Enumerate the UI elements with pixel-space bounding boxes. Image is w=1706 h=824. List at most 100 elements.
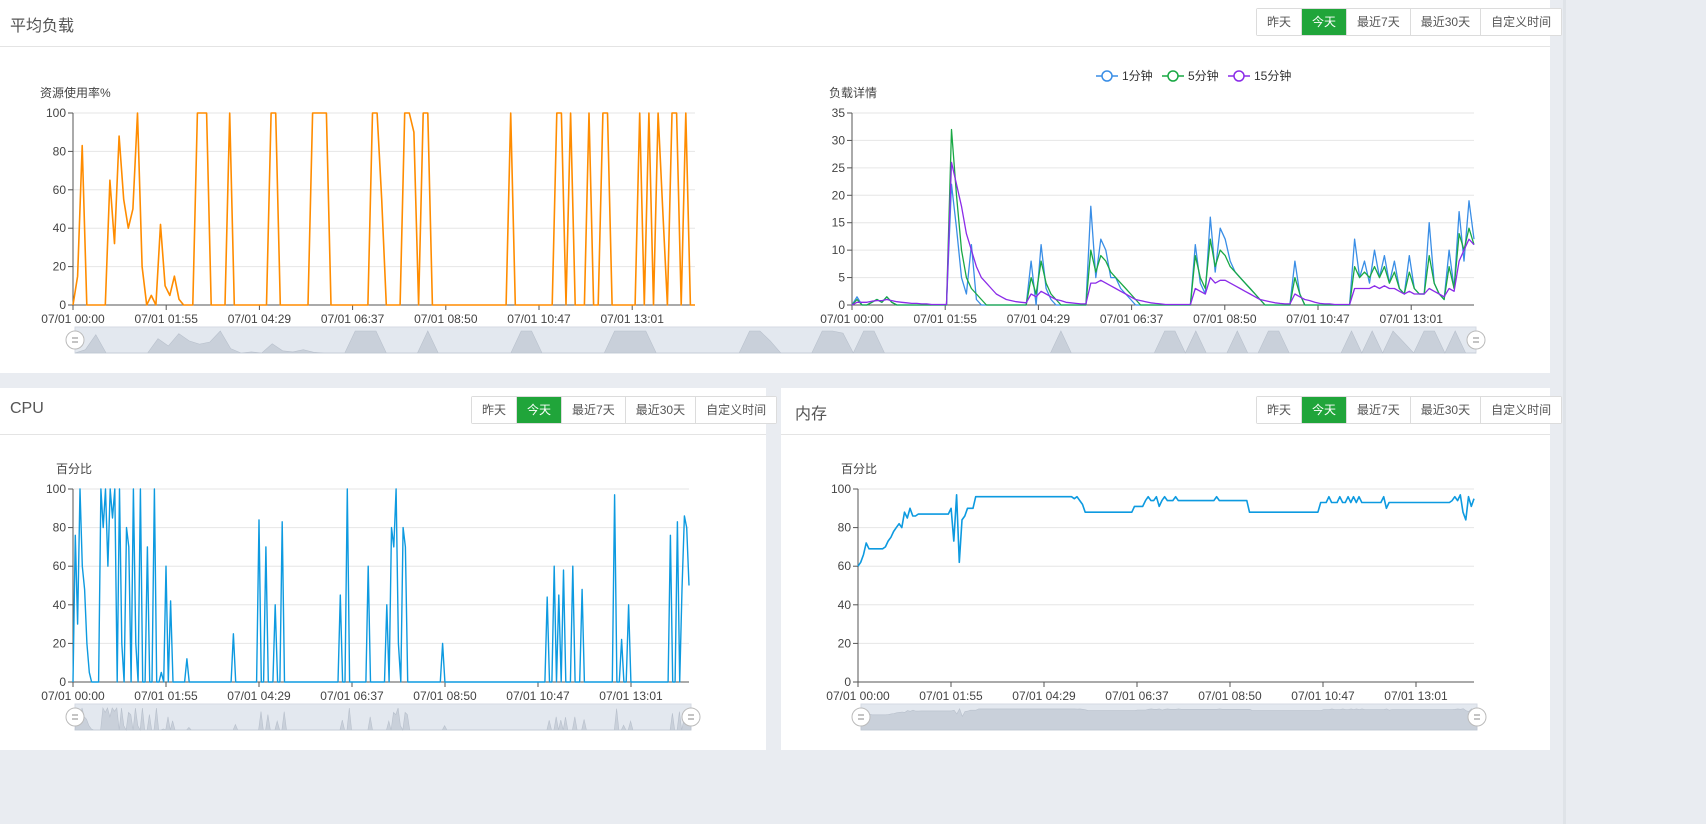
- y-tick-label: 80: [53, 144, 67, 158]
- y-tick-label: 100: [46, 482, 66, 496]
- y-tick-label: 40: [53, 221, 67, 235]
- page-scrollbar[interactable]: [1563, 0, 1566, 824]
- x-tick-label: 07/01 08:50: [1198, 689, 1262, 703]
- x-tick-label: 07/01 10:47: [506, 689, 570, 703]
- data-zoom-preview: [860, 707, 1478, 731]
- last-7-days-button[interactable]: 最近7天: [1347, 9, 1411, 35]
- x-tick-label: 07/01 13:01: [1384, 689, 1448, 703]
- today-button[interactable]: 今天: [1302, 9, 1348, 35]
- zoom-handle-right[interactable]: [1467, 707, 1487, 727]
- series-line-1: [851, 128, 1475, 306]
- yesterday-button[interactable]: 昨天: [1257, 9, 1303, 35]
- y-tick-label: 0: [59, 675, 66, 689]
- divider: [781, 434, 1550, 435]
- x-tick-label: 07/01 08:50: [413, 689, 477, 703]
- y-axis-label: 资源使用率%: [40, 85, 111, 100]
- x-tick-label: 07/01 00:00: [826, 689, 890, 703]
- x-tick-label: 07/01 00:00: [41, 312, 105, 326]
- series-line: [857, 494, 1475, 567]
- x-tick-label: 07/01 10:47: [1286, 312, 1350, 326]
- x-tick-label: 07/01 00:00: [41, 689, 105, 703]
- x-tick-label: 07/01 01:55: [134, 689, 198, 703]
- y-tick-label: 100: [46, 106, 66, 120]
- last-7-days-button[interactable]: 最近7天: [1347, 397, 1411, 423]
- y-tick-label: 20: [53, 636, 67, 650]
- panel-title: CPU: [10, 400, 44, 417]
- y-axis-label: 百分比: [56, 462, 92, 476]
- last-7-days-button[interactable]: 最近7天: [562, 397, 626, 423]
- x-tick-label: 07/01 04:29: [228, 312, 292, 326]
- x-tick-label: 07/01 06:37: [1105, 689, 1169, 703]
- series-line-0: [851, 183, 1475, 306]
- x-tick-label: 07/01 13:01: [600, 312, 664, 326]
- legend-label: 1分钟: [1122, 68, 1153, 83]
- custom-time-button[interactable]: 自定义时间: [1481, 397, 1562, 423]
- yesterday-button[interactable]: 昨天: [1257, 397, 1303, 423]
- today-button[interactable]: 今天: [517, 397, 563, 423]
- x-tick-label: 07/01 06:37: [321, 312, 385, 326]
- series-line-2: [851, 161, 1475, 306]
- y-tick-label: 35: [832, 106, 846, 120]
- x-tick-label: 07/01 01:55: [919, 689, 983, 703]
- y-tick-label: 30: [832, 133, 846, 147]
- divider: [0, 434, 766, 435]
- last-30-days-button[interactable]: 最近30天: [1410, 397, 1482, 423]
- custom-time-button[interactable]: 自定义时间: [696, 397, 777, 423]
- y-tick-label: 20: [838, 636, 852, 650]
- y-tick-label: 20: [832, 188, 846, 202]
- y-tick-label: 60: [838, 559, 852, 573]
- zoom-handle-left[interactable]: [851, 707, 871, 727]
- legend-label: 5分钟: [1188, 68, 1219, 83]
- data-zoom-preview: [74, 330, 1476, 354]
- y-tick-label: 10: [832, 243, 846, 257]
- cpu-chart: 百分比 0 20 40 60 80 100 07/01 00:00 07/01 01:55 07/…: [41, 462, 701, 732]
- panel-title: 平均负载: [10, 18, 75, 35]
- x-tick-label: 07/01 10:47: [1291, 689, 1355, 703]
- legend-item-0[interactable]: 1分钟: [1096, 68, 1153, 83]
- y-tick-label: 15: [832, 216, 846, 230]
- y-tick-label: 0: [844, 675, 851, 689]
- x-tick-label: 07/01 00:00: [820, 312, 884, 326]
- x-tick-label: 07/01 04:29: [1007, 312, 1071, 326]
- legend-item-2[interactable]: 15分钟: [1228, 68, 1291, 83]
- last-30-days-button[interactable]: 最近30天: [625, 397, 697, 423]
- y-tick-label: 0: [838, 298, 845, 312]
- legend-item-1[interactable]: 5分钟: [1162, 68, 1219, 83]
- divider: [0, 46, 1550, 47]
- y-axis-label: 负载详情: [829, 85, 877, 100]
- custom-time-button[interactable]: 自定义时间: [1481, 9, 1562, 35]
- x-tick-label: 07/01 10:47: [507, 312, 571, 326]
- last-30-days-button[interactable]: 最近30天: [1410, 9, 1482, 35]
- y-tick-label: 0: [59, 298, 66, 312]
- zoom-handle-left[interactable]: [65, 330, 85, 350]
- today-button[interactable]: 今天: [1302, 397, 1348, 423]
- x-tick-label: 07/01 04:29: [227, 689, 291, 703]
- x-tick-label: 07/01 01:55: [913, 312, 977, 326]
- time-range-buttons: 昨天 今天 最近7天 最近30天 自定义时间: [1256, 396, 1563, 424]
- y-tick-label: 60: [53, 183, 67, 197]
- legend-label: 15分钟: [1254, 68, 1291, 83]
- y-tick-label: 80: [838, 521, 852, 535]
- x-tick-label: 07/01 06:37: [1100, 312, 1164, 326]
- x-tick-label: 07/01 08:50: [414, 312, 478, 326]
- memory-chart: 百分比 0 20 40 60 80 100 07/01 00:00 07/01 01:55 07/…: [826, 462, 1487, 731]
- zoom-handle-left[interactable]: [65, 707, 85, 727]
- time-range-buttons: 昨天 今天 最近7天 最近30天 自定义时间: [1256, 8, 1563, 36]
- y-tick-label: 40: [838, 598, 852, 612]
- time-range-buttons: 昨天 今天 最近7天 最近30天 自定义时间: [471, 396, 778, 424]
- y-tick-label: 100: [831, 482, 851, 496]
- load-average-panel: 平均负载 昨天 今天 最近7天 最近30天 自定义时间 资源使用率% 0 20 40 6…: [0, 0, 1563, 373]
- panel-title: 内存: [795, 406, 828, 423]
- data-zoom-track[interactable]: [74, 703, 692, 731]
- y-axis-label: 百分比: [841, 462, 877, 476]
- data-zoom-preview: [74, 706, 692, 732]
- yesterday-button[interactable]: 昨天: [472, 397, 518, 423]
- zoom-handle-right[interactable]: [1466, 330, 1486, 350]
- x-tick-label: 07/01 08:50: [1193, 312, 1257, 326]
- x-tick-label: 07/01 04:29: [1012, 689, 1076, 703]
- x-tick-label: 07/01 06:37: [320, 689, 384, 703]
- y-tick-label: 20: [53, 260, 67, 274]
- zoom-handle-right[interactable]: [681, 707, 701, 727]
- x-tick-label: 07/01 13:01: [599, 689, 663, 703]
